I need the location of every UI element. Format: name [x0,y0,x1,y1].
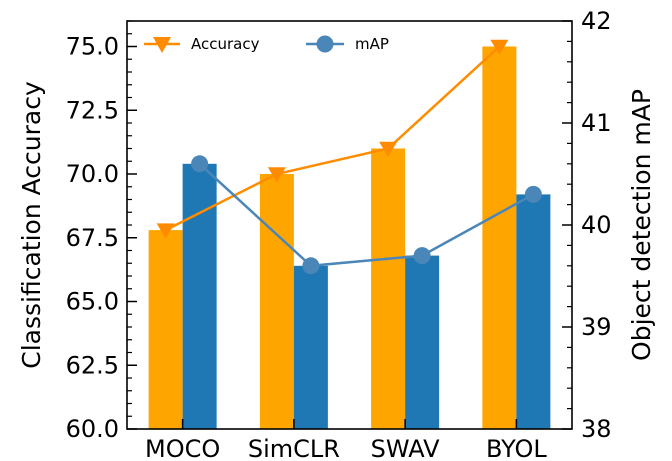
left-tick-label: 75.0 [66,33,119,61]
x-tick-label-byol: BYOL [486,435,547,461]
bar-map-byol [516,194,551,429]
left-tick-label: 70.0 [66,160,119,188]
right-tick-label: 41 [581,109,612,137]
right-tick-label: 39 [581,313,612,341]
left-tick-label: 67.5 [66,224,119,252]
bar-map-swav [405,255,440,429]
x-tick-label-moco: MOCO [145,435,220,461]
left-tick-label: 72.5 [66,96,119,124]
right-tick-label: 40 [581,211,612,239]
map-marker-moco [191,155,209,173]
y-axis-title: Classification Accuracy [17,81,46,369]
x-tick-label-simclr: SimCLR [248,435,340,461]
legend-accuracy-label: Accuracy [191,35,260,53]
bar-map-moco [182,163,217,430]
y2-axis-title: Object detection mAP [627,89,656,361]
left-tick-label: 65.0 [66,288,119,316]
bar-accuracy-moco [148,230,183,429]
map-marker-simclr [302,257,320,275]
accuracy-marker-simclr [267,167,286,183]
accuracy-marker-byol [490,39,509,56]
map-line [198,162,534,268]
legend-map-label: mAP [355,35,389,53]
accuracy-line [165,45,501,232]
bar-map-simclr [293,265,328,429]
legend-map-marker [316,35,334,53]
accuracy-marker-moco [156,223,175,239]
left-tick-label: 62.5 [66,351,119,379]
bar-accuracy-swav [371,148,406,429]
right-tick-label: 42 [581,7,612,35]
bar-accuracy-simclr [259,174,294,429]
map-marker-swav [413,247,431,265]
map-marker-byol [524,185,542,203]
right-tick-label: 38 [581,415,612,443]
x-tick-label-swav: SWAV [371,435,441,461]
legend-accuracy-marker [153,37,171,53]
bar-accuracy-byol [482,46,517,429]
accuracy-marker-swav [379,141,398,158]
left-tick-label: 60.0 [66,415,119,443]
